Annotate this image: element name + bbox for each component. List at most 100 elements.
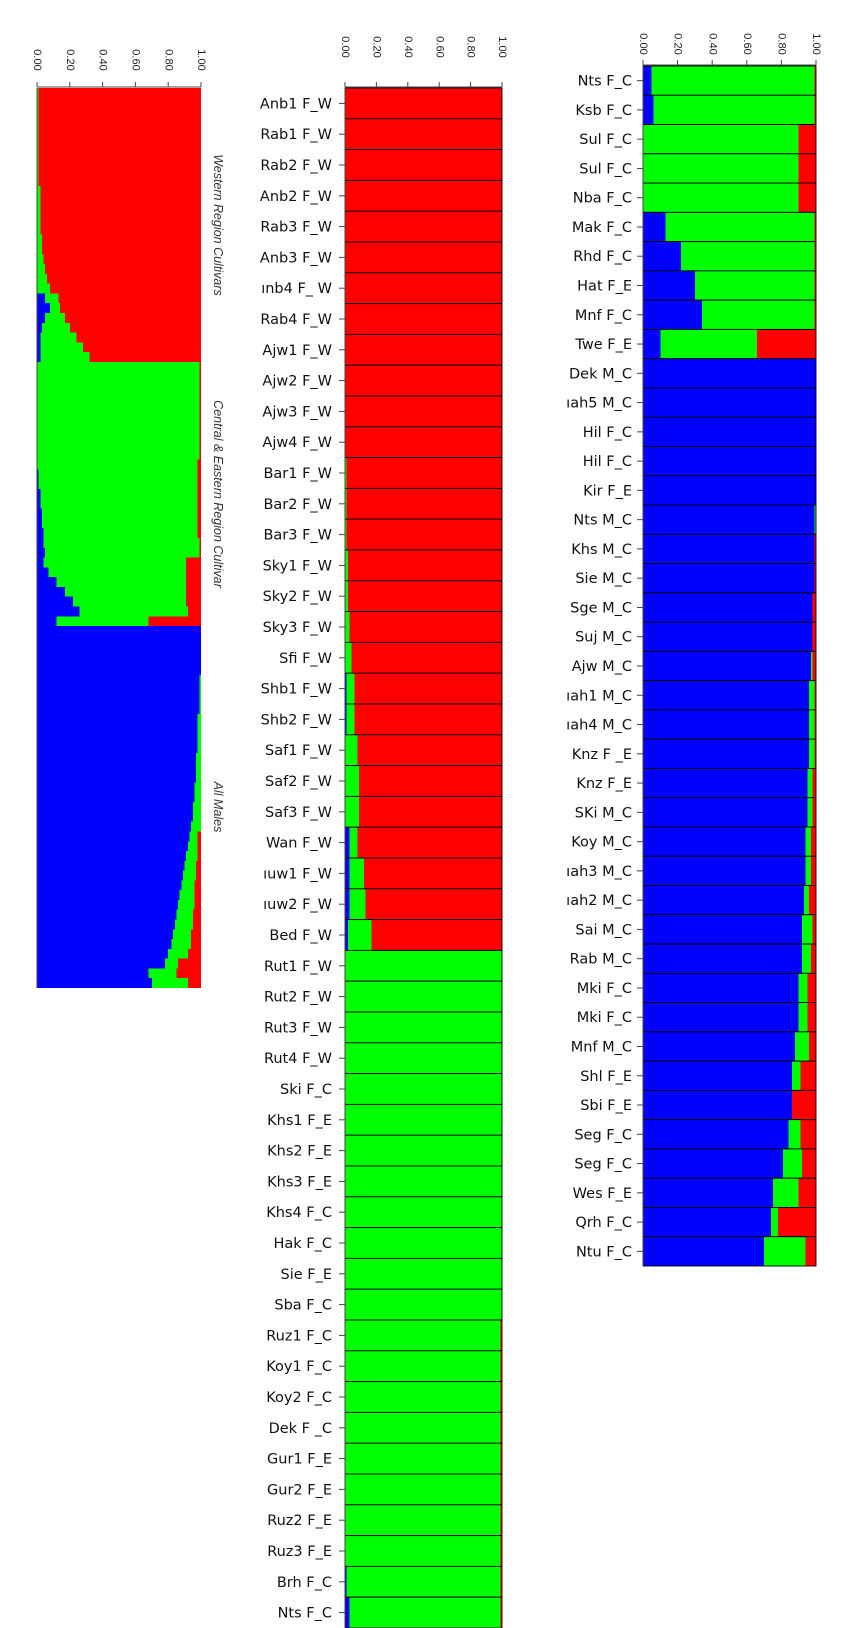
bar-81-blue-segment — [37, 870, 183, 881]
category-label: Ruz2 F_E — [267, 1513, 332, 1529]
bar-22-green-segment — [345, 734, 358, 766]
bar-1-red-segment — [345, 88, 502, 119]
bar-41-blue-segment — [37, 479, 39, 490]
bar-19-blue-segment — [643, 592, 813, 623]
bar-45-red-segment — [197, 518, 201, 529]
bar-12-red-segment — [40, 195, 201, 206]
bar-50-green-segment — [48, 567, 187, 578]
bar-71-blue-segment — [37, 772, 197, 783]
category-label: Mnf M_C — [571, 1039, 632, 1055]
bar-54-green-segment — [79, 606, 188, 617]
bar-73-blue-segment — [37, 792, 195, 803]
bar-42-green-segment — [40, 489, 198, 499]
category-label: ıah3 M_C — [566, 864, 632, 880]
bar-43-blue-segment — [37, 498, 41, 509]
bar-12-green-segment — [37, 195, 41, 206]
bar-28-blue-segment — [345, 919, 349, 951]
bar-35-green-segment — [791, 1061, 801, 1091]
bar-20-red-segment — [812, 622, 816, 652]
bar-11-red-segment — [345, 396, 502, 427]
bar-46-red-segment — [500, 1474, 502, 1505]
bar-88-green-segment — [171, 939, 192, 949]
category-label: Gur2 F_E — [267, 1482, 332, 1498]
bar-43-green-segment — [40, 498, 198, 509]
bar-24-blue-segment — [643, 739, 810, 769]
bar-86-red-segment — [192, 919, 201, 930]
bar-66-blue-segment — [37, 723, 198, 734]
bar-60-blue-segment — [37, 665, 201, 675]
bar-25-blue-segment — [643, 768, 808, 798]
bar-18-red-segment — [43, 254, 202, 265]
bar-40-red-segment — [197, 469, 201, 480]
bar-9-blue-segment — [643, 300, 702, 330]
bar-49-red-segment — [186, 557, 201, 568]
bar-37-red-segment — [800, 1119, 816, 1149]
bar-52-red-segment — [186, 586, 201, 597]
bar-8-green-segment — [694, 270, 815, 301]
category-label: Sie F_E — [280, 1267, 332, 1283]
x-tick-label: 0.60 — [741, 33, 753, 54]
bar-22-red-segment — [58, 293, 201, 304]
bar-30-green-segment — [345, 981, 502, 1012]
bar-30-red-segment — [812, 914, 816, 945]
category-label: Rab4 F_W — [260, 312, 332, 328]
x-tick-label: 0.00 — [339, 36, 351, 57]
bar-75-green-segment — [192, 811, 201, 822]
x-tick-label: 0.40 — [97, 49, 109, 70]
bar-35-blue-segment — [643, 1061, 792, 1091]
bar-89-green-segment — [168, 948, 188, 959]
bar-8-red-segment — [814, 270, 816, 301]
bar-20-red-segment — [46, 273, 202, 284]
bar-47-red-segment — [500, 1504, 502, 1536]
bar-58-blue-segment — [37, 645, 201, 656]
bar-74-blue-segment — [37, 802, 193, 812]
bar-77-blue-segment — [37, 831, 190, 842]
bar-43-green-segment — [345, 1381, 501, 1413]
bar-1-red-segment — [38, 88, 201, 98]
bar-90-blue-segment — [37, 958, 165, 969]
bar-43-red-segment — [197, 498, 201, 509]
bar-67-blue-segment — [37, 733, 198, 744]
bar-21-red-segment — [812, 651, 816, 681]
category-label: Seg F_C — [574, 1157, 632, 1173]
region-label: Western Region Cultivars — [211, 154, 225, 296]
bar-85-red-segment — [192, 909, 201, 920]
bar-2-blue-segment — [643, 95, 654, 125]
bar-40-blue-segment — [37, 469, 39, 480]
bar-44-blue-segment — [37, 508, 42, 519]
bar-77-green-segment — [189, 831, 198, 842]
bar-5-red-segment — [345, 211, 502, 242]
bar-57-blue-segment — [37, 635, 201, 646]
bar-33-green-segment — [798, 1002, 808, 1032]
bar-42-red-segment — [500, 1350, 502, 1382]
bar-53-blue-segment — [37, 596, 74, 607]
bar-91-red-segment — [176, 968, 201, 979]
bar-28-green-segment — [348, 919, 372, 951]
category-label: Knz F _E — [572, 747, 632, 763]
bar-1-blue-segment — [643, 66, 652, 96]
bar-22-blue-segment — [643, 680, 810, 710]
bar-29-green-segment — [37, 361, 200, 372]
bar-24-red-segment — [814, 739, 816, 769]
bar-82-blue-segment — [37, 880, 182, 891]
bar-51-blue-segment — [37, 577, 57, 587]
category-label: Rab1 F_W — [260, 127, 332, 143]
bar-25-green-segment — [41, 322, 70, 333]
bar-16-green-segment — [37, 234, 42, 245]
category-label: Sul F_C — [579, 132, 632, 148]
category-label: Sul F_C — [579, 161, 632, 177]
summary-admixture-plot: 0.00 0.20 0.40 0.60 0.80 1.00 Western Region C… — [31, 49, 225, 988]
region-label: Central & Eastern Region Cultivar — [211, 400, 225, 588]
bar-92-red-segment — [187, 978, 201, 988]
bar-47-green-segment — [345, 1504, 501, 1536]
bar-16-green-segment — [345, 550, 349, 581]
category-label: ıah1 M_C — [566, 688, 632, 704]
bar-6-red-segment — [38, 136, 201, 147]
x-tick-label: 0.40 — [706, 33, 718, 54]
category-label: Hil F_C — [583, 425, 632, 441]
bar-50-green-segment — [349, 1597, 501, 1628]
bar-28-blue-segment — [37, 352, 41, 362]
bar-45-green-segment — [345, 1443, 501, 1474]
category-label: Koy2 F_C — [266, 1390, 332, 1406]
bar-85-green-segment — [176, 909, 193, 920]
